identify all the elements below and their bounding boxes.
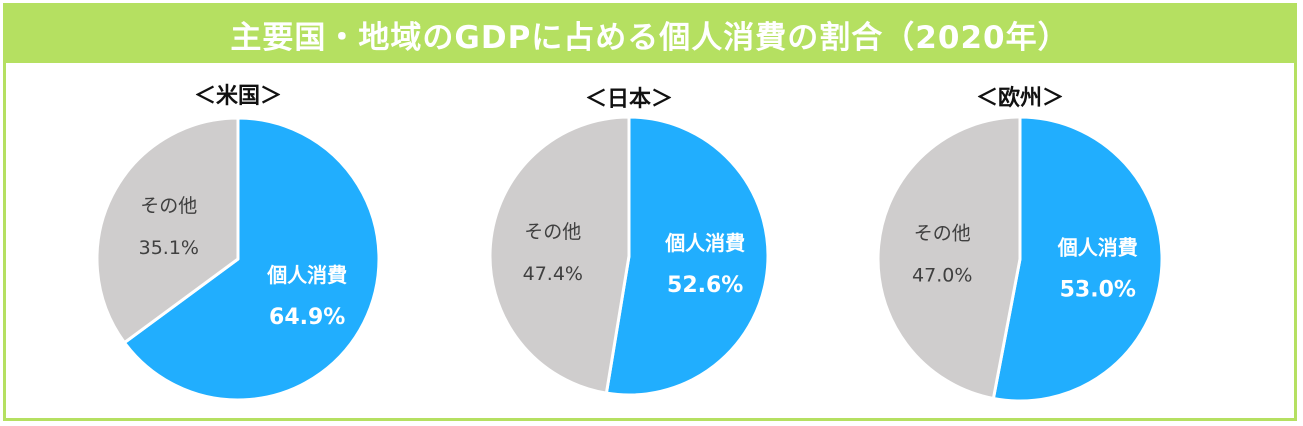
pie-title-us: ＜米国＞ bbox=[193, 84, 283, 109]
pie-label-japan-consumption-value: 52.6% bbox=[667, 273, 743, 298]
pie-slice-europe-consumption bbox=[991, 115, 1164, 403]
pie-slice-europe-other bbox=[876, 115, 1022, 400]
pie-label-japan-consumption-name: 個人消費 bbox=[664, 231, 745, 255]
pie-slice-japan-consumption bbox=[604, 115, 770, 397]
pie-label-us-other-name: その他 bbox=[140, 195, 197, 217]
pie-label-us-consumption-value: 64.9% bbox=[269, 305, 345, 330]
pie-label-europe-other-value: 47.0% bbox=[912, 265, 972, 287]
pie-title-japan: ＜日本＞ bbox=[584, 87, 674, 112]
pie-label-europe-other-name: その他 bbox=[914, 223, 971, 245]
title-bar: 主要国・地域のGDPに占める個人消費の割合（2020年） bbox=[6, 6, 1294, 63]
pie-label-us-other-value: 35.1% bbox=[139, 237, 199, 259]
pie-label-europe-consumption-value: 53.0% bbox=[1060, 277, 1136, 302]
pie-slice-us-other bbox=[95, 116, 240, 345]
pie-slice-japan-other bbox=[488, 115, 631, 395]
pie-title-europe: ＜欧州＞ bbox=[975, 86, 1065, 111]
pie-label-us-consumption-name: 個人消費 bbox=[266, 263, 347, 287]
chart-title: 主要国・地域のGDPに占める個人消費の割合（2020年） bbox=[230, 20, 1070, 56]
pie-label-japan-other-name: その他 bbox=[524, 221, 581, 243]
pie-slice-us-consumption bbox=[122, 116, 381, 402]
pie-label-europe-consumption-name: 個人消費 bbox=[1057, 235, 1138, 259]
pie-label-japan-other-value: 47.4% bbox=[523, 263, 583, 285]
